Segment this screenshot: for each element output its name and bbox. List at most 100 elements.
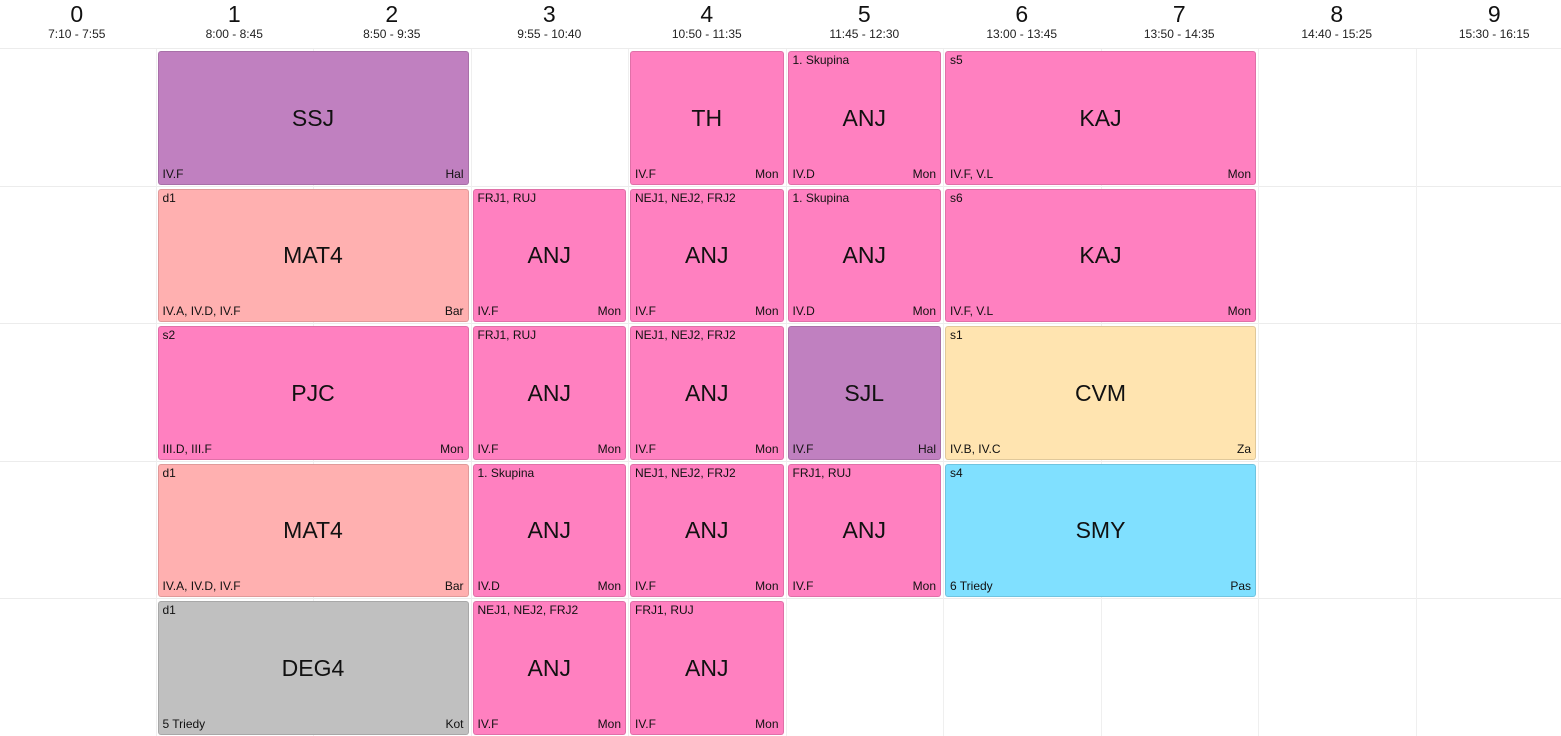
lesson-subject: ANJ — [842, 517, 886, 544]
lesson-classes: IV.D — [477, 579, 500, 593]
lesson-card-kaj[interactable]: s5 KAJ IV.F, V.L Mon — [945, 51, 1256, 185]
lesson-teacher: Mon — [755, 304, 779, 318]
lesson-card-anj[interactable]: 1. Skupina ANJ IV.D Mon — [787, 51, 941, 185]
period-number: 1 — [227, 1, 241, 27]
lesson-group: NEJ1, NEJ2, FRJ2 — [635, 328, 736, 342]
lesson-subject: TH — [691, 104, 723, 131]
period-number: 8 — [1330, 1, 1344, 27]
lesson-card-sjl[interactable]: SJL IV.F Hal — [787, 326, 941, 460]
lesson-teacher: Bar — [444, 304, 464, 318]
lesson-group: s2 — [162, 328, 176, 342]
lesson-group: s6 — [950, 190, 963, 205]
lesson-card-anj[interactable]: FRJ1, RUJ ANJ IV.F Mon — [472, 188, 626, 322]
lesson-teacher: Mon — [597, 579, 621, 593]
lesson-card-pjc[interactable]: s2 PJC III.D, III.F Mon — [157, 326, 469, 460]
lesson-subject: DEG4 — [281, 654, 345, 681]
lesson-group: NEJ1, NEJ2, FRJ2 — [477, 603, 579, 617]
lesson-subject: KAJ — [1079, 104, 1122, 131]
lesson-group: FRJ1, RUJ — [635, 603, 694, 617]
lesson-group: FRJ1, RUJ — [792, 465, 852, 480]
lesson-teacher: Mon — [912, 166, 936, 181]
lesson-group: NEJ1, NEJ2, FRJ2 — [635, 465, 736, 480]
period-header-6: 6 13:00 - 13:45 — [943, 0, 1101, 48]
period-time: 15:30 - 16:15 — [1458, 27, 1530, 41]
lesson-subject: SMY — [1075, 517, 1126, 544]
lesson-teacher: Mon — [440, 441, 464, 456]
lesson-teacher: Mon — [1227, 166, 1251, 181]
lesson-teacher: Mon — [912, 579, 936, 593]
lesson-teacher: Mon — [1227, 304, 1251, 318]
lesson-classes: IV.F — [635, 304, 656, 318]
lesson-classes: IV.F — [477, 716, 499, 731]
lesson-subject: MAT4 — [283, 242, 343, 269]
lesson-subject: ANJ — [685, 379, 729, 406]
lesson-card-anj[interactable]: 1. Skupina ANJ IV.D Mon — [787, 188, 941, 322]
lesson-group: s4 — [950, 465, 963, 480]
lesson-classes: IV.F, V.L — [950, 304, 994, 318]
lesson-classes: IV.F — [635, 166, 656, 181]
lesson-group: s1 — [950, 328, 963, 342]
lesson-group: d1 — [162, 190, 176, 205]
lesson-teacher: Mon — [755, 579, 779, 593]
period-number: 0 — [70, 1, 84, 27]
lesson-teacher: Kot — [445, 716, 464, 731]
lesson-group: d1 — [162, 465, 176, 480]
lesson-card-anj[interactable]: NEJ1, NEJ2, FRJ2 ANJ IV.F Mon — [472, 601, 626, 735]
lesson-classes: IV.F — [162, 166, 184, 181]
lesson-teacher: Pas — [1230, 579, 1251, 593]
lesson-subject: ANJ — [842, 104, 886, 131]
row-divider — [0, 48, 1561, 49]
lesson-subject: ANJ — [527, 379, 571, 406]
period-time: 8:00 - 8:45 — [205, 27, 263, 41]
period-number: 6 — [1015, 1, 1029, 27]
lesson-classes: IV.F — [477, 304, 499, 318]
period-time: 13:00 - 13:45 — [986, 27, 1058, 41]
lesson-classes: IV.D — [792, 166, 815, 181]
lesson-card-kaj[interactable]: s6 KAJ IV.F, V.L Mon — [945, 188, 1256, 322]
lesson-group: 1. Skupina — [792, 190, 850, 205]
lesson-classes: IV.F — [635, 441, 656, 456]
lesson-group: 1. Skupina — [792, 53, 850, 67]
lesson-card-mat4[interactable]: d1 MAT4 IV.A, IV.D, IV.F Bar — [157, 188, 469, 322]
lesson-teacher: Mon — [755, 441, 779, 456]
lesson-classes: IV.F — [792, 579, 814, 593]
lesson-teacher: Mon — [755, 716, 779, 731]
lesson-card-mat4[interactable]: d1 MAT4 IV.A, IV.D, IV.F Bar — [157, 463, 469, 597]
row-divider — [0, 323, 1561, 324]
lesson-card-anj[interactable]: FRJ1, RUJ ANJ IV.F Mon — [472, 326, 626, 460]
lesson-classes: IV.B, IV.C — [950, 441, 1001, 456]
lesson-card-ssj[interactable]: SSJ IV.F Hal — [157, 51, 469, 185]
period-header-1: 1 8:00 - 8:45 — [156, 0, 314, 48]
lesson-classes: IV.F — [635, 716, 656, 731]
lesson-card-anj[interactable]: FRJ1, RUJ ANJ IV.F Mon — [630, 601, 784, 735]
lesson-card-anj[interactable]: NEJ1, NEJ2, FRJ2 ANJ IV.F Mon — [630, 463, 784, 597]
lesson-teacher: Mon — [912, 304, 936, 318]
row-divider — [0, 598, 1561, 599]
lesson-subject: MAT4 — [283, 517, 343, 544]
column-divider — [1415, 49, 1417, 736]
lesson-card-smy[interactable]: s4 SMY 6 Triedy Pas — [945, 463, 1256, 597]
lesson-subject: SJL — [844, 379, 885, 406]
lesson-card-anj[interactable]: FRJ1, RUJ ANJ IV.F Mon — [787, 463, 941, 597]
period-header-8: 8 14:40 - 15:25 — [1258, 0, 1416, 48]
lesson-card-th[interactable]: TH IV.F Mon — [630, 51, 784, 185]
lesson-teacher: Mon — [755, 166, 779, 181]
lesson-subject: PJC — [291, 379, 335, 406]
lesson-card-anj[interactable]: NEJ1, NEJ2, FRJ2 ANJ IV.F Mon — [630, 326, 784, 460]
period-header-7: 7 13:50 - 14:35 — [1101, 0, 1259, 48]
period-time: 10:50 - 11:35 — [671, 27, 742, 41]
lesson-group: s5 — [950, 53, 963, 67]
lesson-teacher: Hal — [445, 166, 464, 181]
lesson-subject: ANJ — [527, 517, 571, 544]
lesson-group: d1 — [162, 603, 176, 617]
column-divider — [785, 49, 787, 736]
lesson-card-anj[interactable]: 1. Skupina ANJ IV.D Mon — [472, 463, 626, 597]
period-header-4: 4 10:50 - 11:35 — [628, 0, 786, 48]
lesson-group: FRJ1, RUJ — [477, 328, 537, 342]
lesson-card-cvm[interactable]: s1 CVM IV.B, IV.C Za — [945, 326, 1256, 460]
lesson-card-anj[interactable]: NEJ1, NEJ2, FRJ2 ANJ IV.F Mon — [630, 188, 784, 322]
column-divider — [1258, 49, 1259, 736]
lesson-card-deg4[interactable]: d1 DEG4 5 Triedy Kot — [157, 601, 469, 735]
lesson-group: FRJ1, RUJ — [477, 190, 537, 205]
